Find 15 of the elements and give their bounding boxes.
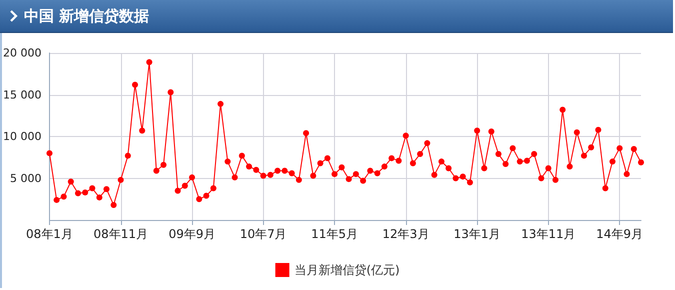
x-tick-label: 13年1月 (454, 227, 501, 241)
x-tick-label: 14年9月 (596, 227, 644, 241)
x-tick-label: 12年3月 (382, 227, 430, 241)
x-tick-label: 11年5月 (311, 227, 358, 241)
y-tick-label: 20 000 (2, 46, 42, 60)
x-tick-label: 08年1月 (26, 227, 73, 241)
x-tick-label: 09年9月 (168, 227, 216, 241)
legend-label: 当月新增信贷(亿元) (294, 263, 400, 277)
y-tick-label: 5 000 (10, 172, 42, 185)
x-tick-label: 10年7月 (240, 227, 287, 241)
x-tick-label: 08年11月 (93, 227, 148, 241)
x-tick-label: 13年11月 (521, 227, 576, 241)
chart-title: 中国 新增信贷数据 (24, 6, 150, 26)
y-tick-label: 15 000 (2, 88, 42, 102)
y-tick-label: 10 000 (2, 130, 42, 143)
